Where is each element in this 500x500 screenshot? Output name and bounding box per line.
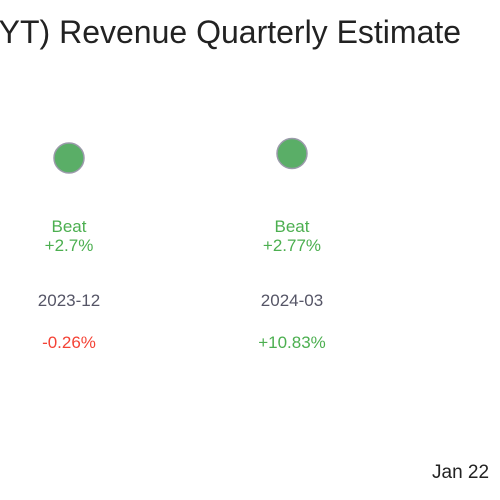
result-label: Beat <box>275 217 310 236</box>
footer-date: Jan 22 <box>432 462 490 483</box>
period-label: 2023-12 <box>38 291 100 310</box>
surprise-label: +2.7% <box>45 236 94 255</box>
estimate-dot <box>276 137 308 170</box>
result-label: Beat <box>52 217 87 236</box>
estimate-dot <box>53 142 85 174</box>
surprise-label: +2.77% <box>263 236 321 255</box>
period-label: 2024-03 <box>261 291 323 310</box>
chart-title: (YT) Revenue Quarterly Estimate <box>0 14 462 50</box>
change-label: -0.26% <box>42 333 96 352</box>
change-label: +10.83% <box>258 333 326 352</box>
